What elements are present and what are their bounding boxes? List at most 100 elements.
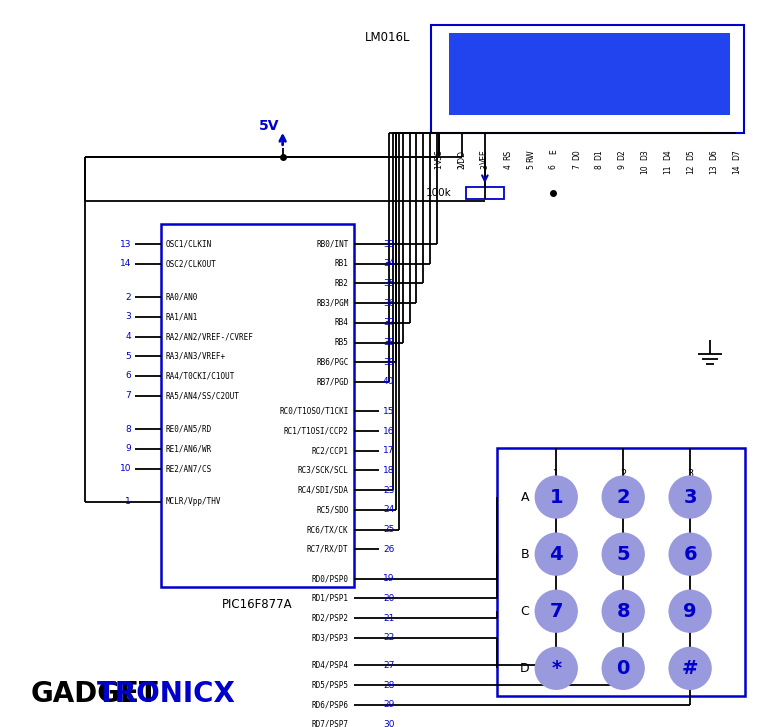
- Text: VEE: VEE: [480, 150, 490, 164]
- Text: 33: 33: [383, 240, 394, 249]
- Circle shape: [601, 532, 644, 576]
- Text: 1: 1: [550, 488, 563, 507]
- Text: GADGET: GADGET: [31, 680, 159, 708]
- Text: 36: 36: [383, 299, 394, 308]
- Circle shape: [601, 590, 644, 633]
- Text: 37: 37: [383, 318, 394, 327]
- Text: RA5/AN4/SS/C2OUT: RA5/AN4/SS/C2OUT: [166, 391, 239, 400]
- Circle shape: [534, 532, 578, 576]
- Text: 4: 4: [126, 332, 131, 341]
- Text: RA0/AN0: RA0/AN0: [166, 293, 198, 302]
- Text: RB0/INT: RB0/INT: [316, 240, 349, 249]
- Text: RD5/PSP5: RD5/PSP5: [312, 680, 349, 689]
- Text: 6: 6: [126, 371, 131, 380]
- Text: 27: 27: [383, 661, 394, 670]
- Text: 11: 11: [663, 164, 672, 174]
- Text: C: C: [521, 605, 529, 618]
- Text: E: E: [549, 150, 558, 154]
- Text: 21: 21: [383, 614, 394, 622]
- Text: 13: 13: [119, 240, 131, 249]
- Text: 8: 8: [594, 164, 604, 169]
- Text: 20: 20: [383, 594, 394, 603]
- Circle shape: [668, 590, 711, 633]
- Text: 5V: 5V: [259, 119, 279, 133]
- Text: RD3/PSP3: RD3/PSP3: [312, 633, 349, 643]
- Text: D6: D6: [709, 150, 718, 161]
- Bar: [497, 448, 745, 696]
- Text: TRONICX: TRONICX: [97, 680, 236, 708]
- Text: RD1/PSP1: RD1/PSP1: [312, 594, 349, 603]
- Text: 16: 16: [383, 427, 394, 435]
- Text: 10: 10: [641, 164, 649, 174]
- Text: 8: 8: [616, 602, 630, 621]
- Text: RW: RW: [526, 150, 535, 162]
- Text: MCLR/Vpp/THV: MCLR/Vpp/THV: [166, 497, 221, 507]
- Text: 1: 1: [434, 164, 444, 169]
- Text: 23: 23: [383, 486, 394, 494]
- Bar: [161, 225, 353, 587]
- Text: RC0/T1OSO/T1CKI: RC0/T1OSO/T1CKI: [280, 407, 349, 416]
- Text: 6: 6: [549, 164, 558, 169]
- Text: VDD: VDD: [457, 150, 467, 166]
- Text: 2: 2: [620, 470, 626, 479]
- Text: 13: 13: [709, 164, 718, 174]
- Text: 9: 9: [684, 602, 697, 621]
- Text: 5: 5: [616, 545, 630, 563]
- Text: RC7/RX/DT: RC7/RX/DT: [307, 545, 349, 554]
- Text: RD6/PSP6: RD6/PSP6: [312, 700, 349, 710]
- Circle shape: [534, 475, 578, 518]
- Text: RD0/PSP0: RD0/PSP0: [312, 574, 349, 583]
- Text: 7: 7: [550, 602, 563, 621]
- Text: RC2/CCP1: RC2/CCP1: [312, 446, 349, 455]
- Text: RS: RS: [504, 150, 512, 160]
- Text: RB4: RB4: [335, 318, 349, 327]
- Text: RA2/AN2/VREF-/CVREF: RA2/AN2/VREF-/CVREF: [166, 332, 253, 341]
- Text: 3: 3: [126, 313, 131, 321]
- Text: 4: 4: [504, 164, 512, 169]
- Text: RD7/PSP7: RD7/PSP7: [312, 720, 349, 727]
- Text: 39: 39: [383, 358, 394, 366]
- Text: RA1/AN1: RA1/AN1: [166, 313, 198, 321]
- Text: RB6/PGC: RB6/PGC: [316, 358, 349, 366]
- Text: RE0/AN5/RD: RE0/AN5/RD: [166, 425, 212, 433]
- Text: 25: 25: [383, 525, 394, 534]
- Text: 38: 38: [383, 338, 394, 347]
- Text: 0: 0: [617, 659, 630, 678]
- Text: 26: 26: [383, 545, 394, 554]
- Text: RB7/PGD: RB7/PGD: [316, 377, 349, 386]
- Text: 100k: 100k: [426, 188, 451, 198]
- Bar: [431, 25, 745, 133]
- Text: 35: 35: [383, 279, 394, 288]
- Circle shape: [534, 590, 578, 633]
- Text: 9: 9: [126, 444, 131, 454]
- Text: D7: D7: [732, 150, 741, 161]
- Text: 30: 30: [383, 720, 394, 727]
- Circle shape: [668, 475, 711, 518]
- Text: RC1/T1OSI/CCP2: RC1/T1OSI/CCP2: [284, 427, 349, 435]
- Text: 7: 7: [126, 391, 131, 400]
- Text: PIC16F877A: PIC16F877A: [222, 598, 293, 611]
- Text: 29: 29: [383, 700, 394, 710]
- Text: 5: 5: [126, 352, 131, 361]
- Text: 4: 4: [550, 545, 563, 563]
- Text: RB5: RB5: [335, 338, 349, 347]
- Circle shape: [601, 475, 644, 518]
- Circle shape: [601, 647, 644, 690]
- Circle shape: [668, 532, 711, 576]
- Text: 3: 3: [687, 470, 693, 479]
- Text: 5: 5: [526, 164, 535, 169]
- Text: D4: D4: [663, 150, 672, 161]
- Text: D: D: [520, 662, 530, 675]
- Text: 22: 22: [383, 633, 394, 643]
- Text: RB3/PGM: RB3/PGM: [316, 299, 349, 308]
- Text: RB1: RB1: [335, 260, 349, 268]
- Text: #: #: [682, 659, 698, 678]
- Text: 1: 1: [553, 470, 559, 479]
- Text: RE2/AN7/CS: RE2/AN7/CS: [166, 464, 212, 473]
- Text: 9: 9: [618, 164, 627, 169]
- Text: RA3/AN3/VREF+: RA3/AN3/VREF+: [166, 352, 226, 361]
- Text: RC6/TX/CK: RC6/TX/CK: [307, 525, 349, 534]
- Text: 3: 3: [684, 488, 697, 507]
- Text: 18: 18: [383, 466, 394, 475]
- Text: D0: D0: [572, 150, 581, 161]
